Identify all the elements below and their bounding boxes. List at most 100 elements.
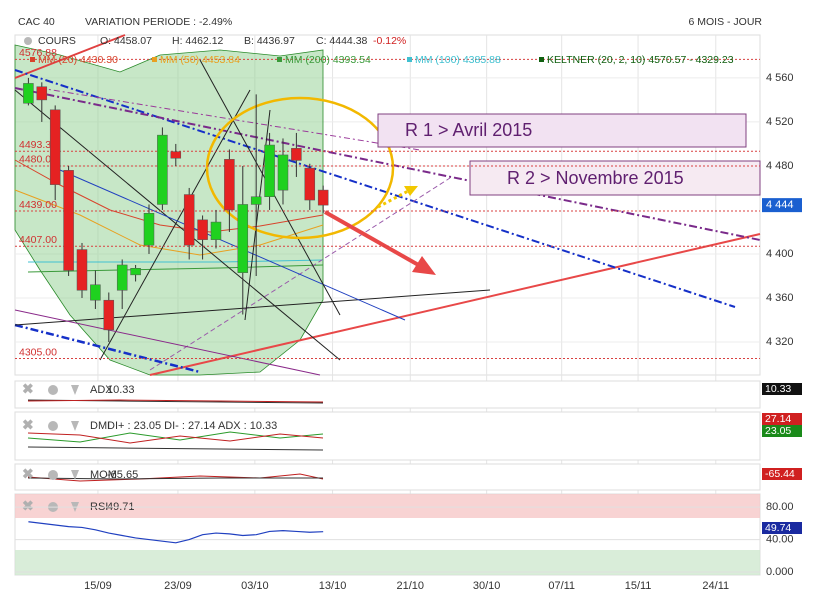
x-tick-label: 24/11: [702, 580, 729, 592]
arrow: [377, 188, 411, 209]
legend-label: MM (50) 4453.84: [160, 54, 240, 66]
quote-open: O: 4458.07: [100, 35, 152, 47]
y-tick-label: 4 400: [766, 248, 794, 260]
arrow: [324, 210, 423, 269]
last-value-box: [762, 425, 802, 437]
candle-body: [90, 284, 101, 301]
dmi-line: [27, 432, 324, 444]
chart-title: CAC 40: [18, 16, 55, 28]
candle-body: [291, 148, 302, 161]
candle-body: [197, 219, 208, 240]
candle-body: [157, 134, 168, 205]
last-price-label: 4 444: [766, 199, 794, 211]
rsi-tick-label: 40.00: [766, 533, 794, 545]
candle-body: [170, 151, 182, 159]
last-value-label: 23.05: [765, 425, 791, 437]
x-tick-label: 15/11: [625, 580, 652, 592]
icon-settings[interactable]: [48, 470, 58, 480]
trendline: [14, 69, 736, 308]
price-level-label: 4407.00: [19, 234, 57, 246]
quote-low: B: 4436.97: [244, 35, 295, 47]
rsi-oversold-zone: [15, 550, 760, 575]
price-level-label: 4305.00: [19, 346, 57, 358]
price-level-label: 4493.38: [19, 139, 57, 151]
legend-swatch: [277, 57, 282, 62]
candle-body: [63, 170, 74, 271]
icon-settings[interactable]: [48, 385, 58, 395]
ma-20: [14, 159, 324, 233]
annotation: R 2 > Novembre 2015: [507, 168, 684, 188]
annotation-box: [377, 113, 747, 148]
mom-line: [27, 477, 323, 480]
icon-close[interactable]: ✖: [22, 466, 34, 482]
last-value-box: [762, 383, 802, 395]
trendline: [14, 89, 341, 361]
candle-body: [237, 204, 249, 273]
y-tick-label: 4 560: [766, 72, 794, 84]
trendline: [39, 87, 421, 151]
indicator-value: DI+ : 23.05 DI- : 27.14 ADX : 10.33: [107, 420, 277, 432]
last-value-box: [762, 522, 802, 534]
legend-swatch: [30, 57, 35, 62]
candle-body: [317, 189, 329, 206]
legend-label: MM (200) 4393.54: [285, 54, 371, 66]
candle-body: [76, 249, 88, 291]
ma-100: [28, 259, 324, 263]
trendline: [149, 233, 761, 376]
rsi-overbought-zone: [15, 494, 760, 518]
x-tick-label: 03/10: [241, 580, 269, 592]
legend-label: MM (100) 4385.88: [415, 54, 501, 66]
icon-close[interactable]: ✖: [22, 417, 34, 433]
icon-down[interactable]: [71, 470, 79, 480]
legend-swatch: [152, 57, 157, 62]
price-level-label: 4480.00: [19, 154, 57, 166]
adx-panel: [14, 380, 761, 409]
legend-swatch: [407, 57, 412, 62]
rsi-tick-label: 80.00: [766, 501, 794, 513]
trendline: [14, 309, 321, 376]
x-tick-label: 30/10: [473, 580, 501, 592]
quote-change: -0.12%: [373, 35, 406, 47]
gear-icon[interactable]: [24, 37, 32, 45]
icon-settings[interactable]: [48, 421, 58, 431]
last-value-label: -65.44: [765, 468, 795, 480]
y-tick-label: 4 360: [766, 292, 794, 304]
y-tick-label: 4 320: [766, 336, 794, 348]
x-tick-label: 15/09: [84, 580, 112, 592]
candle-body: [49, 109, 61, 185]
candle-body: [210, 221, 222, 240]
marks: 4576.88 4493.38 4480.00 4439.00 4407.00 4305.…: [15, 47, 802, 359]
last-value-label: 10.33: [765, 383, 791, 395]
candle-body: [103, 299, 115, 331]
candle-body: [304, 167, 316, 201]
x-tick-label: 07/11: [548, 580, 575, 592]
legend: MM (20) 4430.30 MM (50) 4453.84 MM (200) 4…: [30, 54, 734, 66]
legend-label: KELTNER (20, 2, 10) 4570.57 - 4329.23: [547, 54, 734, 66]
icon-down[interactable]: [71, 421, 79, 431]
candle-body: [264, 144, 275, 197]
icon-close[interactable]: ✖: [22, 498, 34, 514]
indicator-title: DMI: [90, 420, 110, 432]
icon-down[interactable]: [71, 385, 79, 395]
candle-body: [116, 264, 128, 291]
highlight-ellipse: [205, 96, 395, 240]
candle-body: [143, 213, 155, 246]
candle-body: [130, 268, 141, 276]
icon-close[interactable]: ✖: [22, 381, 34, 397]
trendline: [14, 34, 126, 79]
last-value-label: 27.14: [765, 413, 791, 425]
quote-high: H: 4462.12: [172, 35, 224, 47]
price-level-label: 4576.88: [19, 47, 57, 59]
arrow-head: [404, 186, 418, 196]
trendline: [59, 169, 406, 321]
chart-subtitle: VARIATION PERIODE : -2.49%: [85, 16, 232, 28]
arrow-head: [412, 256, 436, 275]
y-tick-label: 4 480: [766, 160, 794, 172]
trendline: [14, 289, 491, 326]
price-level-label: 4439.00: [19, 199, 57, 211]
legend-label: MM (20) 4430.30: [38, 54, 118, 66]
candle-body: [183, 194, 195, 246]
last-value-box: [762, 468, 802, 480]
